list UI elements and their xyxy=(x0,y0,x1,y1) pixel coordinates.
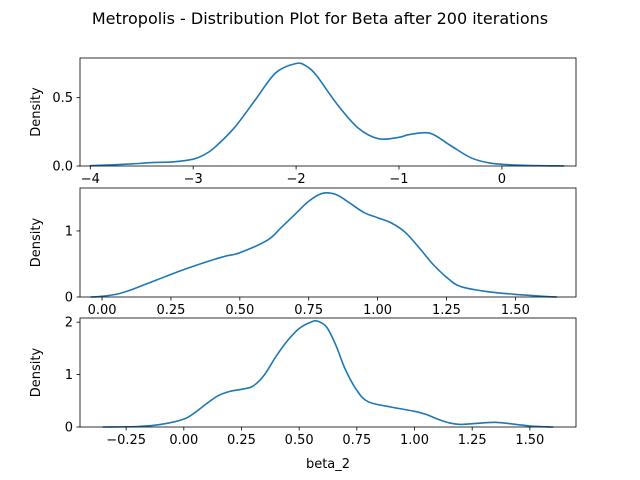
figure-title: Metropolis - Distribution Plot for Beta … xyxy=(92,9,548,28)
x-tick-label: 1.25 xyxy=(458,433,487,448)
x-tick-label: 1.50 xyxy=(515,433,544,448)
x-tick-label: 1.00 xyxy=(400,433,429,448)
x-tick-label: −2 xyxy=(287,172,306,187)
subplot-3: −0.25 0.00 0.25 0.50 0.75 1.00 1.25 1.50 0 1 2 Dens… xyxy=(29,316,577,472)
subplot-2: 0.00 0.25 0.50 0.75 1.00 1.25 1.50 0 1 Density xyxy=(29,187,577,318)
x-tick-label: 0 xyxy=(498,172,506,187)
y-axis-label: Density xyxy=(29,347,44,397)
x-tick-label: −4 xyxy=(81,172,100,187)
x-tick-label: 0.00 xyxy=(88,303,117,318)
x-tick-label: 0.25 xyxy=(156,303,185,318)
x-tick-label: 0.50 xyxy=(285,433,314,448)
x-tick-label: 1.25 xyxy=(432,303,461,318)
x-tick-label: 0.25 xyxy=(227,433,256,448)
subplot-1: −4 −3 −2 −1 0 0.0 0.5 Density xyxy=(29,57,577,187)
kde-line-1-1 xyxy=(89,62,565,167)
x-tick-label: 0.75 xyxy=(294,303,323,318)
y-tick-label: 0 xyxy=(65,421,73,436)
y-axis-label: Density xyxy=(29,87,44,137)
x-tick-label: −0.25 xyxy=(106,433,146,448)
y-tick-label: 1 xyxy=(65,224,73,239)
y-tick-label: 0.5 xyxy=(52,91,73,106)
axes-frame xyxy=(79,317,577,428)
y-tick-label: 0 xyxy=(65,291,73,306)
y-tick-label: 0.0 xyxy=(52,160,73,175)
kde-line-3-1 xyxy=(102,319,554,428)
kde-line-2-1 xyxy=(90,192,558,298)
y-axis-label: Density xyxy=(29,217,44,267)
x-tick-label: 0.75 xyxy=(342,433,371,448)
x-tick-label: 1.50 xyxy=(501,303,530,318)
x-tick-label: −3 xyxy=(184,172,203,187)
axes-frame xyxy=(79,57,577,167)
x-axis-label: beta_2 xyxy=(306,457,350,472)
subplots: −4 −3 −2 −1 0 0.0 0.5 Density 0.00 0.25 0.50 0.75 1.… xyxy=(29,57,577,472)
y-tick-label: 2 xyxy=(65,316,73,331)
x-tick-label: 0.50 xyxy=(225,303,254,318)
x-tick-label: 0.00 xyxy=(169,433,198,448)
y-tick-label: 1 xyxy=(65,368,73,383)
x-tick-label: −1 xyxy=(389,172,408,187)
axes-frame xyxy=(79,187,577,298)
x-tick-label: 1.00 xyxy=(363,303,392,318)
